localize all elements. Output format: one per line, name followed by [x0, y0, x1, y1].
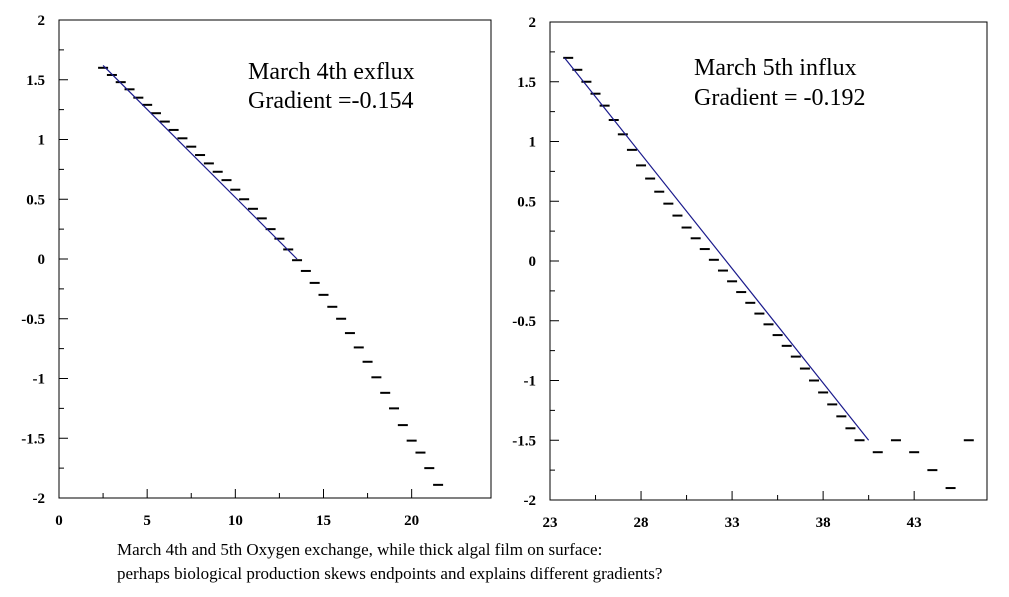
x-tick-label: 0 — [55, 513, 63, 529]
y-tick-label: 0 — [38, 252, 46, 268]
x-tick-label: 33 — [725, 515, 740, 531]
chart-right: 23 28 33 38 43 -2 -1.5 -1 -0.5 0 0.5 1 1.5 2 March 5th… — [512, 15, 988, 531]
x-tick-label: 10 — [228, 513, 243, 529]
y-tick-label: 0.5 — [517, 194, 536, 210]
annotation-dataset-name: March 4th exflux — [248, 59, 415, 85]
y-tick-label: 2 — [38, 13, 46, 29]
y-tick-label: 2 — [529, 15, 537, 31]
y-tick-label: -1.5 — [512, 433, 536, 449]
fit-line — [564, 57, 870, 441]
y-tick-label: 0.5 — [26, 192, 45, 208]
caption-line-1: March 4th and 5th Oxygen exchange, while… — [117, 540, 603, 559]
y-tick-label: 1.5 — [26, 73, 45, 89]
caption-line-2: perhaps biological production skews endp… — [117, 564, 663, 583]
y-tick-label: -0.5 — [21, 312, 45, 328]
y-tick-label: -2 — [33, 491, 46, 507]
annotation-gradient: Gradient =-0.154 — [248, 88, 414, 114]
y-tick-label: -1 — [33, 372, 46, 388]
x-tick-label: 28 — [634, 515, 649, 531]
y-tick-label: 1 — [38, 133, 46, 149]
fit-line — [102, 64, 298, 260]
y-tick-label: -1 — [524, 374, 537, 390]
y-tick-label: 0 — [529, 254, 537, 270]
x-tick-label: 38 — [816, 515, 831, 531]
y-tick-label: -1.5 — [21, 431, 45, 447]
annotation-gradient: Gradient = -0.192 — [694, 85, 866, 111]
annotation-dataset-name: March 5th influx — [694, 55, 857, 81]
y-tick-label: -0.5 — [512, 314, 536, 330]
x-tick-label: 5 — [143, 513, 151, 529]
x-tick-label: 20 — [404, 513, 419, 529]
x-tick-label: 43 — [907, 515, 922, 531]
y-tick-label: -2 — [524, 493, 537, 509]
chart-left: 0 5 10 15 20 -2 -1.5 -1 -0.5 0 0.5 1 1.5 2 March 4th e… — [21, 13, 492, 529]
y-tick-label: 1.5 — [517, 75, 536, 91]
x-tick-label: 23 — [543, 515, 558, 531]
y-tick-label: 1 — [529, 135, 537, 151]
x-tick-label: 15 — [316, 513, 331, 529]
